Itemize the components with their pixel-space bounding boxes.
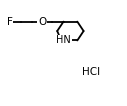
Text: HCl: HCl — [82, 67, 100, 77]
Text: O: O — [38, 17, 46, 27]
Text: HN: HN — [56, 35, 71, 45]
Text: F: F — [7, 17, 12, 27]
